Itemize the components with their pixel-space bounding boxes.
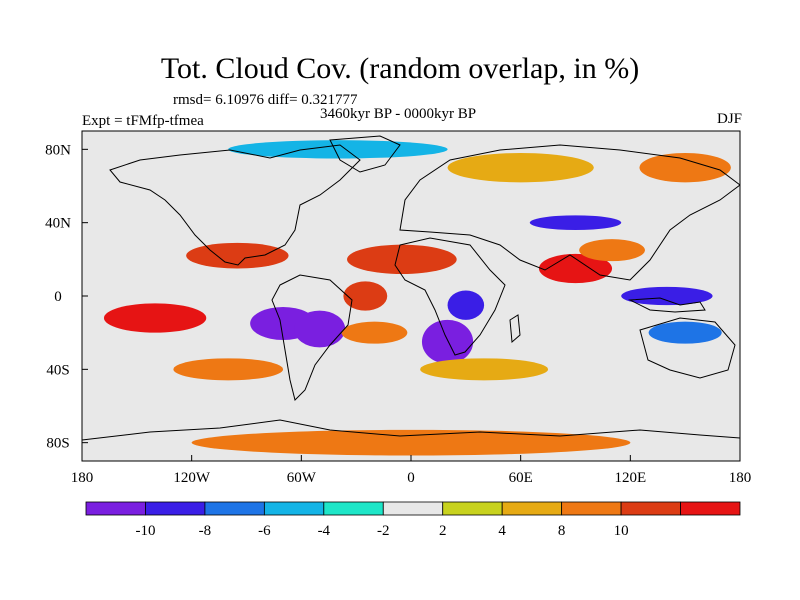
colorbar-swatch [561, 501, 622, 516]
colorbar-label: 10 [614, 523, 629, 539]
north-america-coast [109, 144, 361, 266]
coastlines [82, 135, 740, 441]
colorbar-swatch [85, 501, 146, 516]
lon-tick-label: 120E [614, 470, 646, 486]
anomaly-region [621, 286, 713, 306]
experiment-label: Expt = tFMfp-tfmea [82, 113, 204, 129]
anomaly-region [639, 153, 731, 183]
anomaly-region [103, 303, 207, 333]
anomaly-region [420, 358, 549, 381]
season-label: DJF [716, 111, 742, 127]
colorbar-swatch [204, 501, 265, 516]
south-america-coast [271, 274, 353, 401]
colorbar-swatch [620, 501, 681, 516]
colorbar-swatch [680, 501, 741, 516]
anomaly-region [186, 242, 289, 269]
antarctica-coast [82, 419, 740, 441]
australia-coast [639, 317, 736, 379]
anomaly-region [294, 310, 346, 348]
colorbar-label: -6 [258, 523, 271, 539]
anomaly-region [343, 281, 388, 311]
colorbar-label: -4 [318, 523, 331, 539]
colorbar-swatch [442, 501, 503, 516]
colorbar-swatch [382, 501, 444, 516]
colorbar-swatch [323, 501, 384, 516]
colorbar-swatch [501, 501, 563, 516]
anomaly-region [341, 321, 408, 344]
anomaly-region [347, 244, 457, 274]
lat-tick-label: 40N [45, 216, 71, 232]
lat-tick-label: 80S [46, 436, 69, 452]
anomaly-region [648, 321, 722, 344]
anomaly-region [447, 290, 485, 320]
lat-tick-label: 0 [54, 289, 62, 305]
colorbar-label: 8 [558, 523, 566, 539]
lon-tick-label: 180 [71, 470, 94, 486]
colorbar-swatch [145, 501, 206, 516]
anomaly-region [538, 253, 613, 284]
colorbar-label: 4 [498, 523, 506, 539]
map-axes: 180 120W 60W 0 60E 120E 180 80N 40N 0 40S 80S [45, 142, 751, 486]
colorbar-label: -8 [199, 523, 212, 539]
eurasia-coast [399, 144, 740, 281]
anomaly-region [529, 215, 622, 231]
lat-tick-label: 40S [46, 362, 69, 378]
lat-tick-label: 80N [45, 142, 71, 158]
lon-tick-label: 0 [407, 470, 415, 486]
colorbar-label: -2 [377, 523, 390, 539]
anomaly-region [421, 319, 474, 364]
anomaly-region [191, 429, 631, 456]
indonesia-coast [628, 297, 706, 313]
lon-tick-label: 60E [509, 470, 533, 486]
colorbar-swatch [263, 501, 325, 516]
lon-tick-label: 120W [173, 470, 211, 486]
period-label: 3460kyr BP - 0000kyr BP [320, 106, 477, 122]
anomaly-region [173, 358, 284, 381]
anomaly-region [579, 239, 645, 262]
map-title: Tot. Cloud Cov. (random overlap, in %) [160, 52, 640, 85]
lon-tick-label: 60W [287, 470, 317, 486]
colorbar-label: -10 [135, 523, 155, 539]
stats-line: rmsd= 6.10976 diff= 0.321777 [173, 92, 358, 108]
madagascar-coast [509, 314, 521, 344]
greenland-coast [329, 135, 401, 173]
colorbar-label: 2 [439, 523, 447, 539]
anomaly-region [447, 153, 594, 183]
anomaly-field [103, 140, 731, 456]
lon-tick-label: 180 [729, 470, 752, 486]
africa-coast [394, 237, 506, 356]
colorbar: -10 -8 -6 -4 -2 2 4 8 10 [85, 501, 741, 539]
